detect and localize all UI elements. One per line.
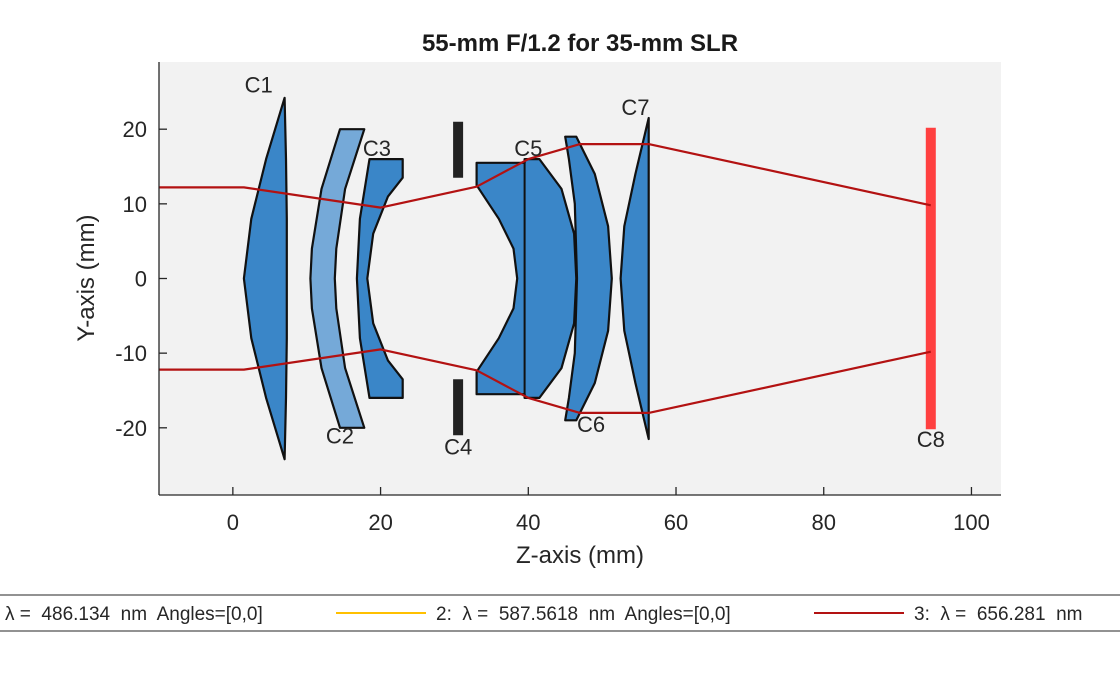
x-tick-label: 80	[811, 510, 835, 535]
component-label-c2: C2	[326, 423, 354, 448]
x-axis-label: Z-axis (mm)	[516, 542, 644, 569]
component-label-c5: C5	[514, 136, 542, 161]
legend-box	[0, 594, 1120, 632]
x-tick-label: 20	[368, 510, 392, 535]
optical-components	[242, 96, 936, 461]
y-tick-label: 10	[123, 192, 147, 217]
lens-element-c2	[309, 128, 366, 429]
component-label-c4: C4	[444, 434, 472, 459]
legend-entries: λ = 486.134 nm Angles=[0,0] 2: λ = 587.56…	[5, 604, 1082, 625]
x-tick-label: 0	[227, 510, 239, 535]
y-tick-label: 0	[135, 267, 147, 292]
y-ticks: -20 -10 0 10 20	[115, 117, 167, 441]
y-tick-label: -10	[115, 341, 147, 366]
x-ticks: 0 20 40 60 80 100	[227, 487, 990, 535]
component-label-c8: C8	[917, 427, 945, 452]
y-tick-label: 20	[123, 117, 147, 142]
legend-label-3: 3: λ = 656.281 nm	[914, 604, 1082, 625]
component-label-c6: C6	[577, 412, 605, 437]
y-tick-label: -20	[115, 416, 147, 441]
lens-element-c3	[355, 158, 404, 399]
lens-element-c6	[564, 135, 613, 422]
component-label-c7: C7	[621, 95, 649, 120]
lens-element-c7	[619, 116, 650, 441]
component-label-c3: C3	[363, 136, 391, 161]
legend-label-1: λ = 486.134 nm Angles=[0,0]	[5, 604, 263, 625]
y-axis-label: Y-axis (mm)	[73, 214, 100, 341]
x-tick-label: 40	[516, 510, 540, 535]
component-label-c1: C1	[245, 72, 273, 97]
x-tick-label: 100	[953, 510, 990, 535]
ray-traces	[159, 143, 932, 414]
legend: λ = 486.134 nm Angles=[0,0] 2: λ = 587.56…	[0, 594, 1120, 632]
lens-element-c1	[242, 96, 288, 461]
ray-trace-1	[159, 143, 932, 209]
component-labels: C1 C2 C3 C4 C5 C6 C7 C8	[245, 72, 945, 459]
chart-title: 55-mm F/1.2 for 35-mm SLR	[422, 30, 738, 57]
x-tick-label: 60	[664, 510, 688, 535]
ray-trace-2	[159, 348, 932, 414]
legend-label-2: 2: λ = 587.5618 nm Angles=[0,0]	[436, 604, 731, 625]
